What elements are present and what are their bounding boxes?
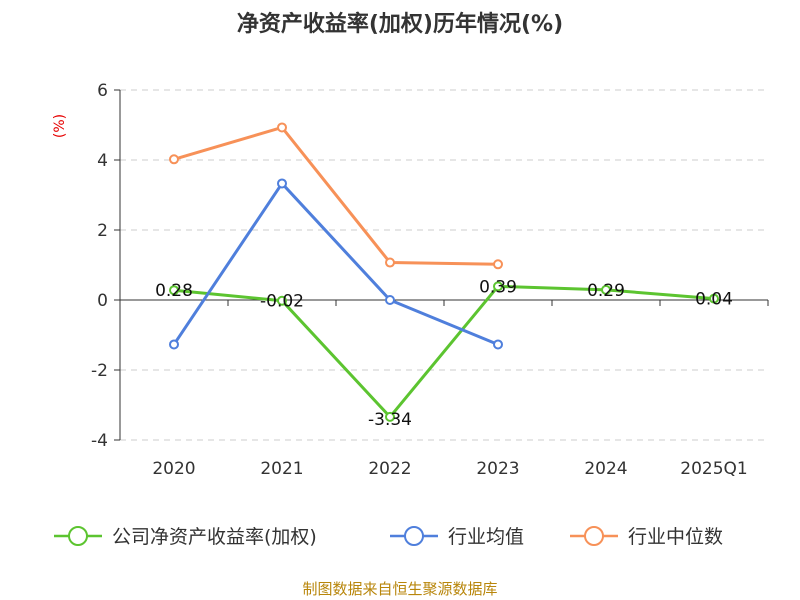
data-point[interactable] [709,293,719,304]
grid-lines [120,89,768,441]
data-label: 0.39 [479,277,517,297]
x-tick-label: 2022 [368,459,411,479]
series-line-2 [173,125,499,266]
legend-marker [584,526,604,546]
y-tick-label: -4 [91,431,108,451]
source-footer: 制图数据来自恒生聚源数据库 [302,580,498,598]
legend-item-1[interactable]: 行业均值 [390,526,524,548]
data-point[interactable] [385,411,395,422]
series-lines [169,122,719,422]
data-point[interactable] [493,339,503,350]
y-tick-label: -2 [91,361,108,381]
data-point[interactable] [385,295,395,305]
y-tick-label: 4 [97,151,108,171]
data-point[interactable] [277,122,287,133]
legend-item-2[interactable]: 行业中位数 [570,526,723,548]
data-label: -3.34 [368,410,412,430]
y-tick-label: 2 [97,221,108,241]
series-line-0 [173,284,715,419]
data-labels: 0.28 -0.02 -3.34 0.39 0.29 0.04 [155,277,733,430]
data-point[interactable] [493,259,503,270]
data-label: 0.29 [587,281,625,301]
data-point[interactable] [385,257,395,268]
series-line-1 [172,181,499,346]
data-point[interactable] [169,339,179,350]
data-label: 0.04 [695,290,733,310]
axes: -4 -2 0 2 4 6 2020 2021 2022 2023 2024 2025Q1 (%) [52,81,769,479]
y-tick-label: 6 [97,81,108,101]
data-point[interactable] [169,285,179,296]
data-point[interactable] [277,295,287,306]
legend[interactable]: 公司净资产收益率(加权) 行业均值 行业中位数 [54,526,723,548]
legend-label: 公司净资产收益率(加权) [112,526,317,548]
data-point[interactable] [493,281,503,292]
x-tick-label: 2025Q1 [680,459,747,479]
data-label: 0.28 [155,281,193,301]
x-tick-label: 2023 [476,459,519,479]
x-tick-label: 2024 [584,459,627,479]
x-tick-label: 2021 [260,459,303,479]
legend-marker [404,526,424,546]
data-point[interactable] [277,178,287,189]
y-tick-label: 0 [97,291,108,311]
x-tick-label: 2020 [152,459,195,479]
legend-label: 行业均值 [448,526,524,548]
data-point[interactable] [601,284,611,295]
chart-title: 净资产收益率(加权)历年情况(%) [236,12,564,37]
legend-label: 行业中位数 [628,526,723,548]
data-point[interactable] [169,154,179,165]
legend-marker [68,526,88,546]
data-label: -0.02 [260,292,304,312]
legend-item-0[interactable]: 公司净资产收益率(加权) [54,526,317,548]
y-axis-unit: (%) [52,114,68,138]
